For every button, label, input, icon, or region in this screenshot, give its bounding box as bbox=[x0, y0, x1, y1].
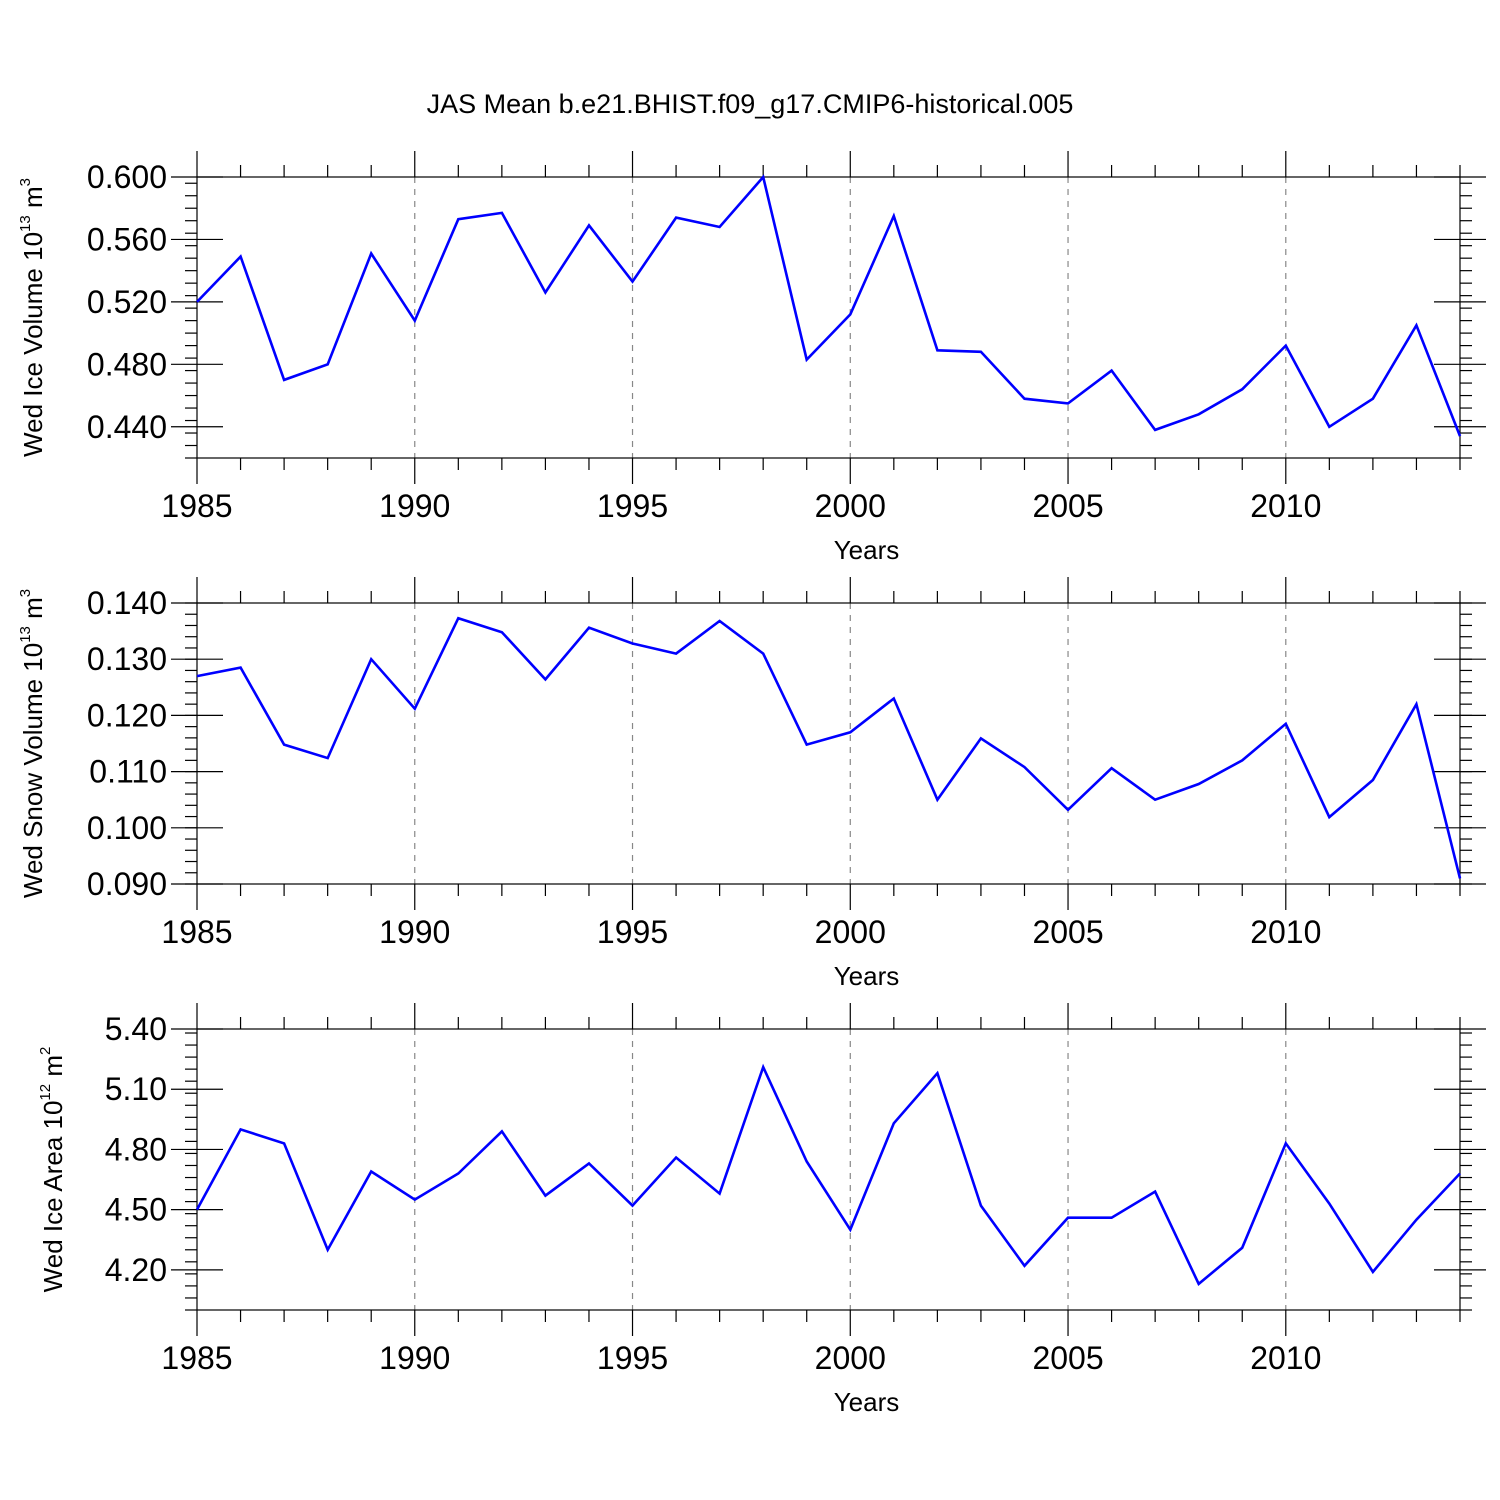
x-axis-label: Years bbox=[834, 961, 900, 991]
series-line bbox=[195, 1063, 1461, 1286]
panel-2: 0.090 0.100 0.110 0.120 0.130 0.140 1985 1990 19… bbox=[17, 577, 1486, 991]
x-axis-label: Years bbox=[834, 1387, 900, 1417]
y-tick-label: 0.520 bbox=[87, 284, 167, 320]
panel-1: 0.440 0.480 0.520 0.560 0.600 1985 1990 1995 200… bbox=[17, 151, 1486, 565]
x-tick-label: 2010 bbox=[1250, 914, 1321, 950]
y-tick-label: 0.560 bbox=[87, 221, 167, 257]
x-tick-label: 2000 bbox=[815, 1340, 886, 1376]
y-axis-label-base: Wed Ice Volume 10 bbox=[18, 232, 48, 457]
y-axis-label-base: Wed Ice Area 10 bbox=[38, 1101, 68, 1293]
y-axis-label: Wed Ice Volume 1013 m3 bbox=[17, 178, 48, 457]
y-tick-label: 0.090 bbox=[87, 866, 167, 902]
x-tick-label: 2005 bbox=[1032, 1340, 1103, 1376]
y-tick-label: 0.600 bbox=[87, 159, 167, 195]
y-tick-label: 4.20 bbox=[105, 1252, 167, 1288]
y-axis-label-unit: m bbox=[38, 1055, 68, 1084]
y-tick-label: 0.140 bbox=[87, 585, 167, 621]
y-tick-label: 5.10 bbox=[105, 1071, 167, 1107]
y-axis-label: Wed Snow Volume 1013 m3 bbox=[17, 589, 48, 898]
y-axis-label-unit-exp: 2 bbox=[37, 1047, 54, 1055]
x-axis-label: Years bbox=[834, 535, 900, 565]
x-tick-label: 2010 bbox=[1250, 488, 1321, 524]
x-tick-label: 1995 bbox=[597, 1340, 668, 1376]
x-tick-label: 1985 bbox=[161, 914, 232, 950]
series-line bbox=[196, 616, 1462, 879]
panels: 0.440 0.480 0.520 0.560 0.600 1985 1990 1995 200… bbox=[17, 151, 1486, 1417]
series-line bbox=[196, 174, 1462, 437]
y-axis-label-base: Wed Snow Volume 10 bbox=[18, 643, 48, 898]
y-tick-label: 0.130 bbox=[87, 641, 167, 677]
x-tick-label: 2010 bbox=[1250, 1340, 1321, 1376]
y-tick-label: 0.120 bbox=[87, 697, 167, 733]
plot-frame bbox=[196, 176, 1461, 459]
y-tick-label: 0.480 bbox=[87, 346, 167, 382]
y-axis-label-unit: m bbox=[18, 186, 48, 215]
y-axis-label-unit-exp: 3 bbox=[17, 589, 34, 597]
x-tick-label: 1990 bbox=[379, 914, 450, 950]
y-axis-label-unit: m bbox=[18, 597, 48, 626]
y-tick-label: 5.40 bbox=[105, 1011, 167, 1047]
x-tick-label: 1985 bbox=[161, 1340, 232, 1376]
y-tick-label: 0.440 bbox=[87, 409, 167, 445]
figure-title: JAS Mean b.e21.BHIST.f09_g17.CMIP6-histo… bbox=[427, 89, 1074, 119]
y-axis-label-exp: 13 bbox=[17, 215, 34, 232]
x-tick-label: 2005 bbox=[1032, 914, 1103, 950]
x-tick-label: 1990 bbox=[379, 1340, 450, 1376]
y-tick-label: 4.80 bbox=[105, 1131, 167, 1167]
x-tick-label: 1995 bbox=[597, 488, 668, 524]
x-tick-label: 2005 bbox=[1032, 488, 1103, 524]
plot-frame bbox=[196, 1028, 1461, 1311]
x-tick-label: 1995 bbox=[597, 914, 668, 950]
plot-frame bbox=[196, 602, 1461, 885]
y-axis-label-exp: 12 bbox=[37, 1084, 54, 1101]
panel-3: 4.20 4.50 4.80 5.10 5.40 1985 1990 1995 2000 2005… bbox=[37, 1003, 1486, 1417]
y-tick-label: 0.100 bbox=[87, 810, 167, 846]
y-tick-label: 0.110 bbox=[89, 754, 167, 790]
y-tick-label: 4.50 bbox=[105, 1192, 167, 1228]
x-tick-label: 2000 bbox=[815, 914, 886, 950]
x-tick-label: 2000 bbox=[815, 488, 886, 524]
x-tick-label: 1985 bbox=[161, 488, 232, 524]
y-axis-label-exp: 13 bbox=[17, 626, 34, 643]
x-tick-label: 1990 bbox=[379, 488, 450, 524]
y-axis-label: Wed Ice Area 1012 m2 bbox=[37, 1047, 68, 1293]
y-axis-label-unit-exp: 3 bbox=[17, 178, 34, 186]
